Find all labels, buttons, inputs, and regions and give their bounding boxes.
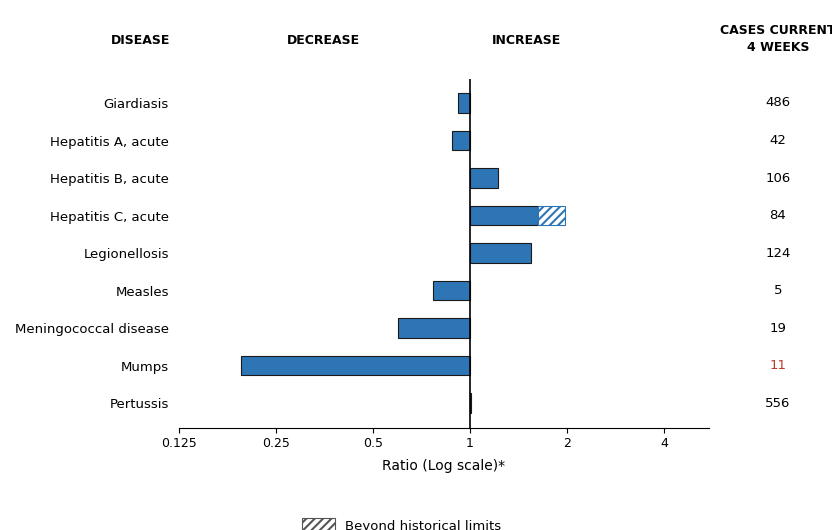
Text: INCREASE: INCREASE: [493, 34, 562, 48]
Text: 84: 84: [770, 209, 786, 222]
Text: 11: 11: [770, 359, 786, 372]
Bar: [458, 93, 470, 113]
Bar: [452, 131, 470, 151]
Bar: [433, 281, 470, 301]
Text: 556: 556: [765, 396, 790, 410]
Text: 106: 106: [765, 172, 790, 184]
Text: 19: 19: [770, 322, 786, 334]
Text: CASES CURRENT
4 WEEKS: CASES CURRENT 4 WEEKS: [721, 24, 832, 54]
Text: 5: 5: [774, 284, 782, 297]
Text: 124: 124: [765, 246, 790, 260]
Text: 486: 486: [765, 96, 790, 110]
X-axis label: Ratio (Log scale)*: Ratio (Log scale)*: [382, 458, 505, 473]
Text: DECREASE: DECREASE: [286, 34, 359, 48]
Bar: [399, 319, 470, 338]
Bar: [241, 356, 470, 375]
Text: DISEASE: DISEASE: [111, 34, 171, 48]
Bar: [470, 243, 532, 263]
Bar: [537, 206, 565, 225]
Bar: [470, 168, 498, 188]
Legend: Beyond historical limits: Beyond historical limits: [301, 518, 501, 530]
Bar: [470, 206, 537, 225]
Text: 42: 42: [770, 134, 786, 147]
